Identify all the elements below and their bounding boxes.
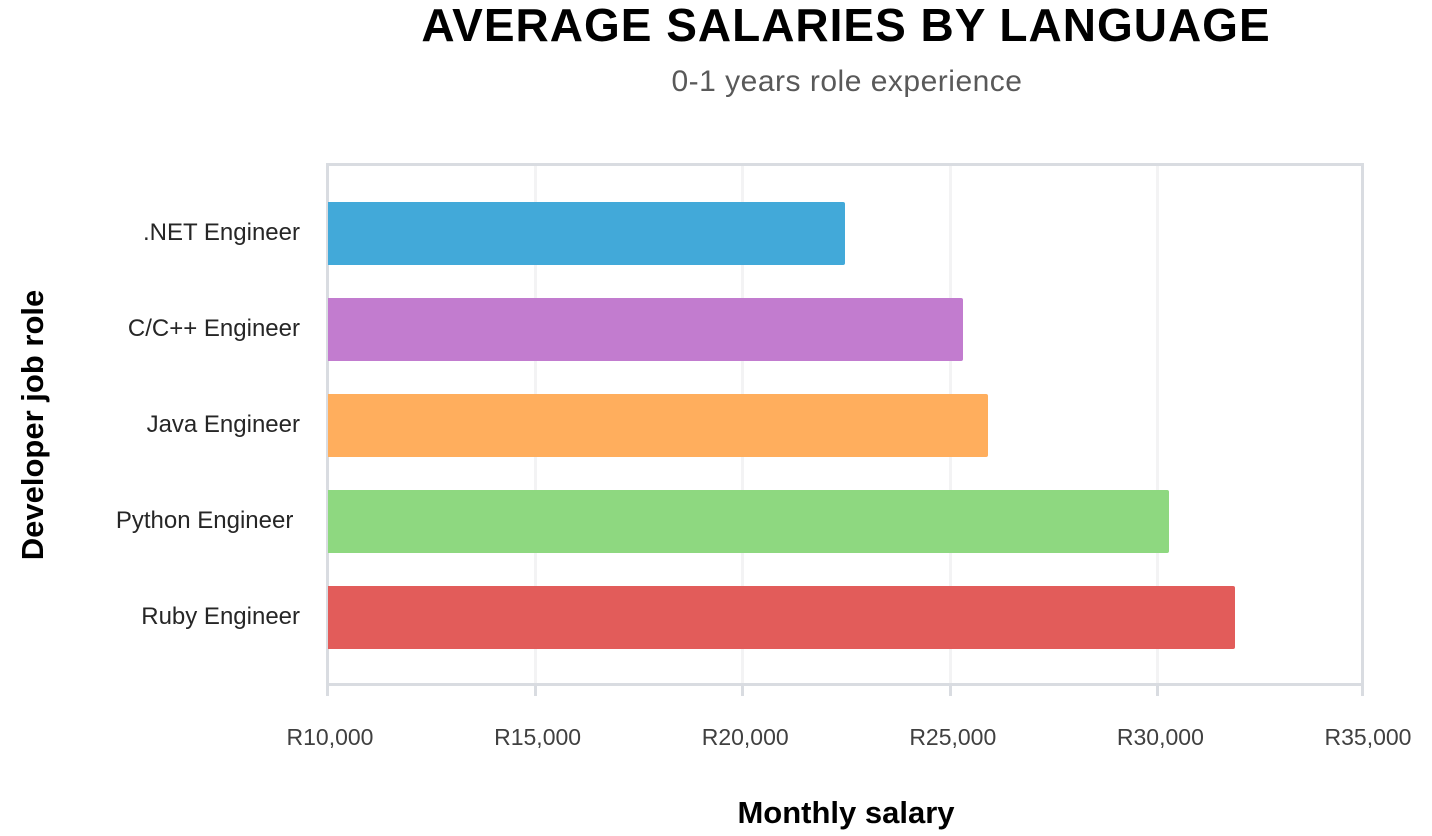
y-tick-label: .NET Engineer [143,219,300,246]
x-tick-mark [948,686,952,696]
x-tick-label: R25,000 [909,724,997,750]
bar-ruby-engineer [328,586,1236,649]
bar-c-c-engineer [328,298,964,361]
x-tick-label: R35,000 [1324,724,1412,750]
bar-python-engineer [328,490,1169,553]
y-tick-label: Python Engineer [115,507,300,534]
x-tick-label: R30,000 [1116,724,1204,750]
x-axis-title: Monthly salary [737,795,955,830]
y-axis-title: Developer job role [15,289,50,561]
x-tick-mark [741,686,745,696]
y-tick-label: Ruby Engineer [141,603,300,630]
x-tick-mark [1156,686,1160,696]
y-tick-label: Java Engineer [146,411,300,438]
x-tick-mark [533,686,537,696]
chart-title: AVERAGE SALARIES BY LANGUAGE [421,0,1271,51]
bar-net-engineer [328,202,845,265]
chart-subtitle: 0-1 years role experience [671,65,1023,98]
x-tick-mark [326,686,329,696]
x-tick-label: R10,000 [286,724,374,750]
y-tick-label: C/C++ Engineer [127,315,300,342]
plot-area [326,163,1364,686]
x-tick-label: R20,000 [701,724,789,750]
x-tick-mark [1361,686,1364,696]
x-tick-label: R15,000 [494,724,582,750]
bar-java-engineer [328,394,989,457]
gridline [1156,166,1160,683]
